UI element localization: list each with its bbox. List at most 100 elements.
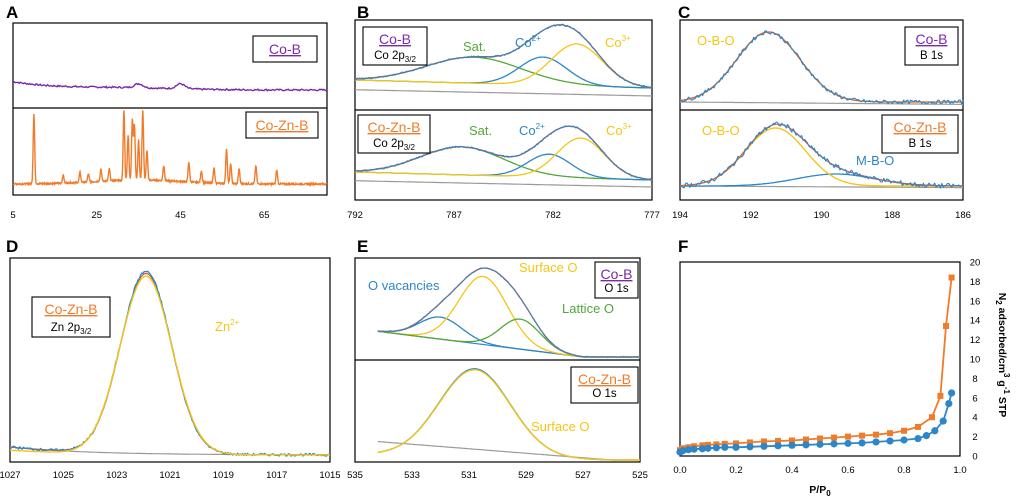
isotherm-series-co-zn-b-point-10 [761, 438, 767, 445]
isotherm-series-co-zn-b-point-20 [901, 427, 907, 434]
isotherm-series-co-b-point-8 [732, 443, 740, 451]
isotherm-series-co-zn-b-line [679, 277, 953, 451]
anno-surface-o-2: Surface O [531, 419, 590, 434]
isotherm-series-co-zn-b-point-15 [831, 434, 837, 441]
anno-surface-o-1: Surface O [519, 260, 578, 275]
o1s-co-zn-b-component-surface [377, 369, 640, 461]
panel-c-b1s: Co-B B 1s Co-Zn-B B 1s O-B-O O-B-O M-B-O 194 192… [672, 19, 971, 221]
o1s-label-co-zn-b-title: Co-Zn-B [578, 371, 631, 387]
panel-f-xtick-4: 0.8 [897, 465, 910, 476]
panel-d-zn2p: Co-Zn-BZn 2p3/2 Zn2+1027 1025 1023 1021 1019 1… [0, 257, 341, 481]
isotherm-series-co-b-point-24 [939, 417, 947, 425]
isotherm-series-co-zn-b-point-13 [803, 436, 809, 443]
isotherm-series-co-b-point-17 [858, 439, 866, 447]
panel-d-xtick-3: 1021 [159, 470, 180, 481]
panel-a-xtick-1: 25 [91, 210, 102, 221]
panel-e-xtick-3: 529 [518, 470, 534, 481]
anno-lattice-o: Lattice O [562, 301, 614, 316]
isotherm-series-co-b-point-25 [945, 400, 953, 408]
o1s-co-zn-b-background [377, 440, 640, 461]
panel-e-xtick-1: 533 [404, 470, 420, 481]
anno-sat-1: Sat. [463, 39, 486, 54]
panel-d-xtick-1: 1025 [53, 470, 74, 481]
isotherm-series-co-b-point-11 [774, 442, 782, 450]
b1s-co-b-raw [679, 30, 964, 105]
isotherm-series-co-zn-b-point-16 [845, 433, 851, 440]
panel-f-ylabel-part-0: N [996, 293, 1008, 301]
legend-co-zn-b-box [245, 111, 319, 139]
isotherm-series-co-zn-b-point-12 [789, 437, 795, 444]
isotherm-series-co-b-point-5 [704, 444, 712, 452]
anno-obo-1: O-B-O [697, 33, 735, 48]
isotherm-series-co-zn-b-point-9 [747, 439, 753, 446]
xrd-series-co-zn-b [12, 110, 327, 188]
isotherm-series-co-b-point-20 [900, 436, 908, 444]
co2p-co-b-background [355, 89, 652, 97]
co2p-label-co-b-title: Co-B [379, 31, 411, 47]
b1s-label-co-b-title: Co-B [916, 31, 948, 47]
panel-a-xtick-3: 65 [259, 210, 270, 221]
co2p-label-co-zn-b-subscript: 3/2 [404, 143, 416, 152]
b1s-label-co-zn-b-title: Co-Zn-B [894, 119, 947, 135]
isotherm-series-co-zn-b-point-17 [859, 432, 865, 439]
isotherm-series-co-b-point-13 [802, 441, 810, 449]
panel-f-ytick-5: 10 [970, 355, 981, 366]
panel-f-ylabel-part-3: /cm [996, 355, 1008, 373]
panel-f-ytick-9: 18 [970, 277, 981, 288]
co2p-co-zn-b-raw [354, 125, 653, 181]
panel-f-xlabel: P/P0 [809, 484, 831, 497]
panel-f-ytick-6: 12 [970, 335, 981, 346]
legend-co-zn-b-title: Co-Zn-B [256, 117, 309, 133]
isotherm-series-co-b-point-22 [922, 432, 931, 440]
xrd-series-co-b [12, 80, 328, 92]
panel-f-ytick-4: 8 [972, 374, 977, 385]
panel-f-ytick-2: 4 [972, 413, 977, 424]
panel-c-xtick-4: 186 [955, 210, 971, 221]
panel-f-xtick-0: 0.0 [673, 465, 686, 476]
o1s-label-co-b-subtitle: O 1s [604, 283, 629, 295]
b1s-label-co-b-box [904, 26, 959, 66]
b1s-co-zn-b-raw [679, 121, 964, 189]
panel-f-ylabel-part-7: STP [996, 394, 1008, 417]
panel-f-ylabel: N2 adsorbed/cm3 g-1 STP [994, 293, 1011, 418]
panel-f-ylabel-part-4: 3 [1002, 373, 1011, 378]
co2p-label-co-zn-b-box [357, 114, 431, 154]
isotherm-series-co-b-point-3 [690, 445, 698, 453]
anno-zn2-sup: 2+ [230, 318, 239, 327]
isotherm-series-co-b-point-15 [830, 440, 838, 448]
panel-label-e: E [357, 237, 368, 256]
panel-c-xtick-3: 188 [884, 210, 900, 221]
panel-f-ytick-10: 20 [970, 258, 981, 269]
co2p-co-b-component-co3 [355, 43, 653, 89]
panel-label-b: B [357, 3, 369, 22]
panel-label-c: C [678, 3, 690, 22]
b1s-label-co-zn-b-box [881, 114, 959, 154]
anno-zn2: Zn2+ [215, 318, 240, 334]
isotherm-series-co-zn-b-point-25 [948, 274, 955, 281]
panel-e-xtick-4: 527 [575, 470, 591, 481]
o1s-label-co-b-box [594, 261, 639, 299]
panel-f-xtick-2: 0.4 [785, 465, 798, 476]
isotherm-series-co-b-point-23 [931, 427, 939, 435]
anno-o-vacancies: O vacancies [368, 278, 440, 293]
panel-label-f: F [678, 237, 688, 256]
panel-f-xtick-3: 0.6 [841, 465, 854, 476]
isotherm-series-co-b-point-18 [872, 438, 880, 446]
isotherm-series-co-b-point-10 [760, 442, 768, 450]
panel-d-xtick-5: 1017 [266, 470, 287, 481]
co2p-label-co-b-box [362, 26, 428, 66]
anno-co3-sup-1: 3+ [623, 122, 632, 131]
panel-d-xtick-6: 1015 [319, 470, 340, 481]
panel-f-ytick-7: 14 [970, 316, 981, 327]
panel-a-xrd: Co-B Co-Zn-B 5 25 45 65 [10, 22, 328, 221]
isotherm-series-co-b-point-19 [886, 437, 894, 445]
panel-f-ytick-8: 16 [970, 296, 981, 307]
isotherm-series-co-b-point-7 [721, 443, 729, 451]
zn2p-component-zn2 [9, 275, 330, 456]
panel-b-xtick-3: 777 [644, 210, 660, 221]
anno-co2-sup-0: 2+ [532, 34, 541, 43]
panel-f-ytick-3: 6 [972, 393, 977, 404]
co2p-co-b-raw [354, 23, 652, 89]
isotherm-series-co-b-point-16 [844, 439, 852, 447]
isotherm-series-co-b-point-2 [684, 446, 693, 454]
